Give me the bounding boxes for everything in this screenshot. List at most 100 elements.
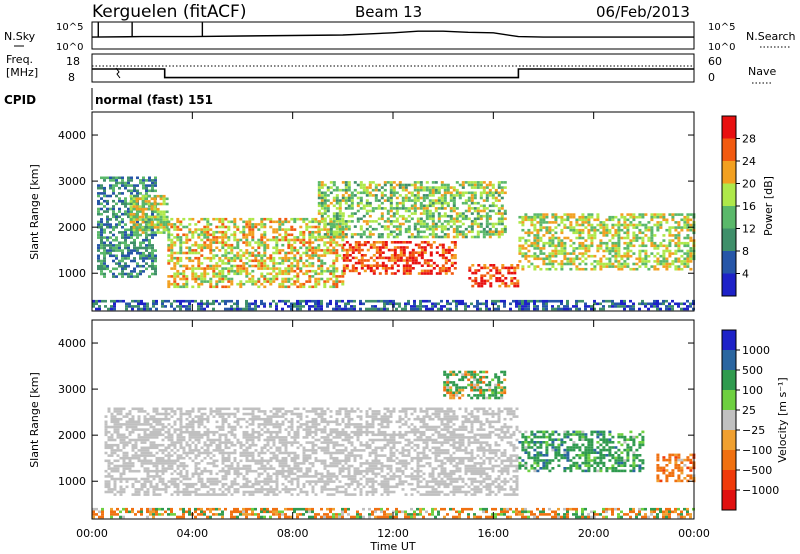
power-echo-cell: [632, 218, 636, 222]
power-echo-cell: [153, 223, 157, 227]
power-echo-cell: [266, 246, 270, 250]
velocity-echo-cell: [146, 417, 150, 421]
velocity-echo-cell: [152, 490, 156, 494]
power-echo-cell: [384, 246, 388, 249]
velocity-echo-cell: [158, 433, 162, 437]
power-echo-cell: [239, 264, 243, 268]
power-echo-cell: [236, 269, 240, 273]
power-echo-cell: [410, 207, 414, 210]
power-echo-cell: [557, 249, 561, 253]
velocity-echo-cell: [185, 428, 189, 431]
power-echo-cell: [266, 256, 270, 260]
power-echo-cell: [124, 181, 127, 185]
power-echo-cell: [191, 251, 195, 255]
power-echo-cell: [260, 264, 264, 268]
power-echo-cell: [461, 214, 465, 218]
power-echo-cell: [127, 244, 130, 247]
velocity-echo-cell: [167, 485, 171, 489]
power-echo-cell: [476, 305, 479, 308]
power-echo-cell: [665, 249, 669, 253]
power-echo-cell: [305, 246, 309, 250]
velocity-echo-cell: [470, 507, 473, 511]
power-echo-cell: [173, 282, 177, 286]
power-echo-cell: [404, 307, 407, 311]
power-echo-cell: [254, 256, 258, 260]
velocity-echo-cell: [149, 433, 153, 437]
power-echo-cell: [572, 257, 576, 261]
power-echo-cell: [100, 259, 103, 263]
power-echo-cell: [290, 267, 294, 270]
power-echo-cell: [557, 223, 561, 227]
power-echo-cell: [296, 280, 300, 283]
power-echo-cell: [345, 251, 349, 254]
power-echo-cell: [452, 188, 456, 192]
velocity-echo-cell: [557, 515, 560, 519]
power-echo-cell: [215, 299, 218, 303]
power-echo-cell: [599, 241, 603, 245]
power-echo-cell: [383, 307, 386, 311]
power-echo-cell: [167, 280, 171, 283]
power-echo-cell: [422, 235, 426, 239]
power-echo-cell: [647, 228, 651, 232]
power-echo-cell: [656, 299, 659, 303]
power-echo-cell: [428, 227, 432, 231]
power-echo-cell: [492, 274, 496, 277]
power-echo-cell: [368, 233, 372, 236]
velocity-echo-cell: [188, 423, 192, 426]
power-echo-cell: [443, 201, 447, 205]
power-echo-cell: [296, 238, 300, 242]
power-echo-cell: [479, 191, 483, 195]
power-echo-cell: [545, 215, 549, 219]
power-echo-cell: [380, 225, 384, 228]
power-echo-cell: [110, 299, 113, 303]
power-echo-cell: [215, 280, 219, 283]
power-echo-cell: [665, 307, 668, 311]
velocity-echo-cell: [539, 510, 542, 514]
power-echo-cell: [677, 244, 681, 248]
velocity-echo-cell: [173, 451, 177, 455]
power-echo-cell: [115, 257, 118, 260]
power-echo-cell: [470, 212, 474, 215]
power-echo-cell: [200, 305, 203, 308]
velocity-echo-cell: [467, 513, 470, 516]
velocity-echo-cell: [581, 507, 584, 511]
power-echo-cell: [266, 272, 270, 276]
power-echo-cell: [363, 254, 367, 257]
power-echo-cell: [638, 221, 642, 224]
power-echo-cell: [350, 191, 354, 195]
power-echo-cell: [384, 256, 388, 260]
power-echo-cell: [332, 188, 336, 192]
power-echo-cell: [341, 225, 345, 229]
power-echo-cell: [212, 241, 216, 244]
power-echo-cell: [362, 188, 366, 192]
power-echo-cell: [386, 233, 390, 236]
power-echo-cell: [441, 269, 445, 273]
velocity-echo-cell: [173, 469, 177, 473]
power-echo-cell: [416, 227, 420, 231]
power-echo-cell: [689, 236, 693, 240]
power-echo-cell: [191, 285, 195, 289]
velocity-echo-cell: [104, 485, 108, 489]
power-echo-cell: [323, 209, 327, 213]
power-echo-cell: [590, 236, 594, 240]
power-echo-cell: [399, 248, 403, 252]
power-echo-cell: [581, 218, 585, 222]
power-echo-cell: [539, 249, 543, 253]
power-echo-cell: [539, 299, 542, 303]
power-echo-cell: [389, 220, 393, 223]
power-echo-cell: [266, 277, 270, 281]
power-echo-cell: [495, 277, 499, 280]
power-echo-cell: [115, 194, 118, 198]
power-echo-cell: [431, 181, 435, 184]
velocity-echo-cell: [431, 513, 434, 516]
velocity-echo-cell: [107, 436, 111, 439]
velocity-echo-cell: [194, 415, 198, 418]
power-echo-cell: [332, 196, 336, 200]
power-echo-cell: [103, 179, 106, 182]
velocity-echo-cell: [311, 510, 314, 514]
power-echo-cell: [173, 243, 177, 247]
power-echo-cell: [441, 254, 445, 257]
velocity-echo-cell: [380, 515, 383, 519]
power-echo-cell: [290, 251, 294, 255]
power-echo-cell: [209, 302, 212, 306]
